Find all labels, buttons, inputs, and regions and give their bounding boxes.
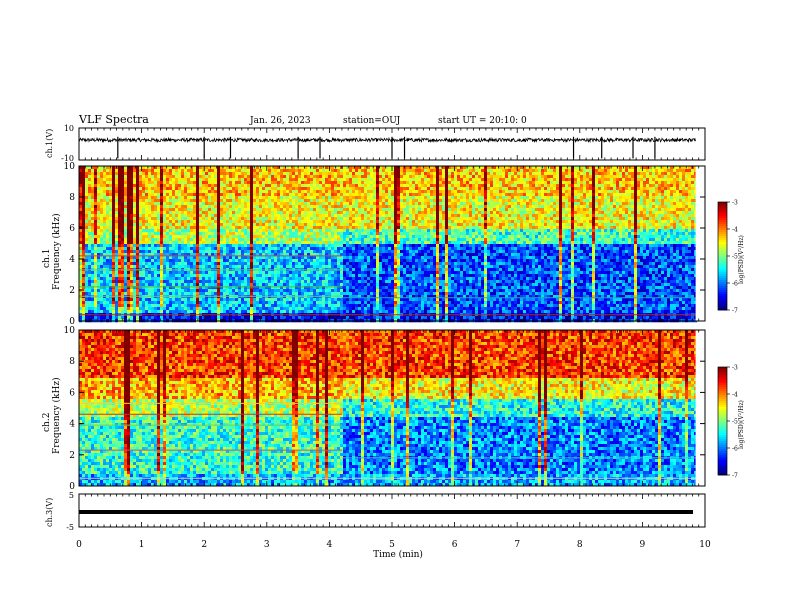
ch3-ytick-top: 5 <box>69 491 74 500</box>
ch1-waveform-panel: 10 -10 ch.1(V) <box>45 124 705 163</box>
station-label: station=OUJ <box>343 116 401 126</box>
colorbar-tick-label: -3 <box>732 365 738 372</box>
ytick-label: 8 <box>69 357 75 367</box>
ch1-colorbar: -3-4-5-6-7log(PSD)(V²/Hz) <box>718 200 745 315</box>
ytick-label: 6 <box>69 224 75 234</box>
ytick-label: 4 <box>69 255 75 265</box>
xtick-label: 1 <box>139 540 145 550</box>
colorbar-tick-label: -7 <box>732 473 738 480</box>
ch3-ytick-bottom: -5 <box>66 523 74 532</box>
figure-title: VLF Spectra <box>78 113 149 126</box>
ytick-label: 2 <box>69 451 75 461</box>
start-time-label: start UT = 20:10: 0 <box>438 116 527 126</box>
xtick-label: 10 <box>699 540 711 550</box>
time-axis-label: Time (min) <box>373 549 423 560</box>
xtick-label: 0 <box>76 540 82 550</box>
ch1-ylabel: ch.1(V) <box>45 129 54 158</box>
xtick-label: 3 <box>264 540 270 550</box>
ch2-colorbar: -3-4-5-6-7log(PSD)(V²/Hz) <box>718 365 745 480</box>
xtick-label: 4 <box>327 540 333 550</box>
ytick-label: 6 <box>69 388 75 398</box>
xtick-label: 6 <box>452 540 458 550</box>
ch3-waveform-trace <box>79 510 693 514</box>
ytick-label: 8 <box>69 193 75 203</box>
colorbar-tick-label: -4 <box>732 392 738 399</box>
ytick-label: 4 <box>69 420 75 430</box>
no-data-region <box>696 166 705 321</box>
ch2-spectrogram-panel: 0246810 ch.2 Frequency (kHz) -3-4-5-6-7l… <box>42 326 745 492</box>
ch2-spectrogram-ylabel-channel: ch.2 <box>42 413 52 432</box>
colorbar-tick-label: -3 <box>732 200 738 207</box>
ch1-spectrogram-heatmap <box>79 166 705 322</box>
ytick-label: 10 <box>64 162 76 172</box>
xtick-label: 8 <box>577 540 583 550</box>
ch2-spectrogram-heatmap <box>79 330 705 486</box>
colorbar-tick-label: -4 <box>732 227 738 234</box>
colorbar-tick-label: -7 <box>732 308 738 315</box>
ch3-waveform-panel: 5 -5 ch.3(V) <box>45 491 705 532</box>
colorbar-label: log(PSD)(V²/Hz) <box>738 235 745 284</box>
ytick-label: 10 <box>64 326 76 336</box>
no-data-region <box>696 330 705 486</box>
ch1-spectrogram-panel: 0 2 4 6 8 10 ch.1 Frequency (kHz) -3 -4 -5 -6 -7 l… <box>42 162 745 327</box>
ch2-spectrogram-ylabel-frequency: Frequency (kHz) <box>51 377 62 454</box>
xtick-label: 5 <box>389 540 395 550</box>
xtick-label: 7 <box>514 540 520 550</box>
colorbar-label: log(PSD)(V²/Hz) <box>738 400 745 449</box>
xtick-label: 2 <box>201 540 207 550</box>
ch1-spectrogram-ylabel-frequency: Frequency (kHz) <box>51 213 62 290</box>
ch1-spectrogram-ylabel-channel: ch.1 <box>42 249 52 268</box>
ytick-label: 2 <box>69 286 75 296</box>
ch1-ytick-top: 10 <box>64 124 74 133</box>
date-label: Jan. 26, 2023 <box>249 116 311 126</box>
xtick-label: 9 <box>640 540 646 550</box>
ch3-ylabel: ch.3(V) <box>45 498 54 527</box>
